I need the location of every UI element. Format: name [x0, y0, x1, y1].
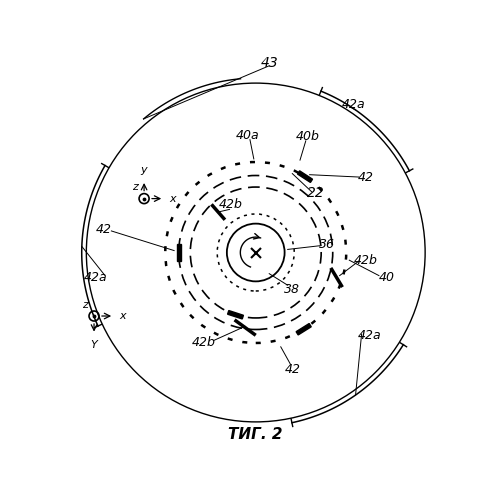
Text: 42a: 42a — [357, 329, 381, 342]
Text: 42: 42 — [357, 171, 373, 184]
Polygon shape — [228, 310, 244, 319]
Text: z: z — [132, 182, 138, 192]
Text: x: x — [169, 194, 176, 203]
Text: 42b: 42b — [192, 336, 216, 349]
Text: x: x — [119, 311, 126, 321]
Text: 42: 42 — [284, 364, 300, 376]
Text: 42: 42 — [96, 223, 112, 236]
Text: 40b: 40b — [296, 130, 320, 143]
Text: 42b: 42b — [219, 198, 243, 211]
Text: 40a: 40a — [236, 130, 260, 142]
Polygon shape — [177, 244, 181, 260]
Text: 40: 40 — [379, 271, 395, 284]
Text: z: z — [82, 300, 88, 310]
Polygon shape — [296, 324, 311, 335]
Text: ΤИГ. 2: ΤИГ. 2 — [229, 426, 283, 442]
Polygon shape — [297, 171, 312, 182]
Text: 42b: 42b — [353, 254, 377, 266]
Text: 22: 22 — [306, 186, 324, 200]
Text: 43: 43 — [260, 56, 278, 70]
Text: y: y — [141, 164, 147, 174]
Text: 38: 38 — [284, 282, 300, 296]
Text: 42a: 42a — [84, 271, 108, 284]
Text: Y: Y — [91, 340, 97, 350]
Text: 36: 36 — [319, 238, 335, 252]
Text: 42a: 42a — [342, 98, 366, 111]
